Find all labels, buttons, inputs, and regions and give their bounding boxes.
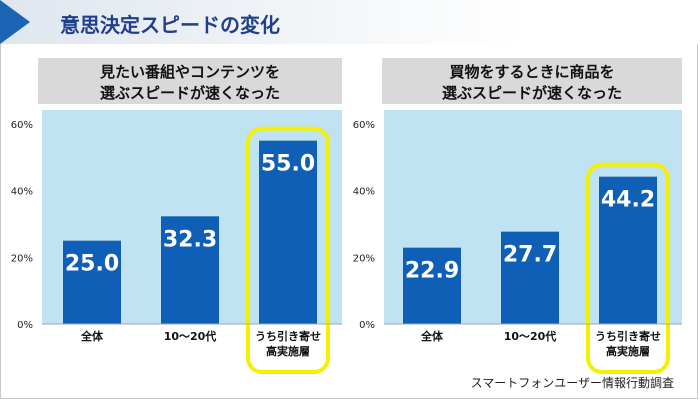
chart-2-ytick-label: 20%: [353, 253, 375, 264]
chart-2-category-label: 高実施層: [606, 344, 650, 358]
chart-2-category-label: うち引き寄せ: [595, 329, 661, 343]
chart-1-ytick-label: 0%: [17, 320, 33, 331]
chart-2-bar: [501, 231, 559, 324]
source-note: スマートフォンユーザー情報行動調査: [470, 376, 674, 390]
chart-2-bar: [599, 176, 657, 324]
chart-1-category-label: 高実施層: [266, 344, 310, 358]
chart-2-title-line: 買物をするときに商品を: [449, 63, 614, 81]
chart-1-bar: [161, 216, 219, 324]
title-band: 意思決定スピードの変化: [0, 0, 698, 44]
chart-1-ytick-label: 20%: [11, 253, 33, 264]
chart-2-subtitle-box: [382, 58, 682, 104]
chart-2-ytick-label: 0%: [359, 320, 375, 331]
chart-1-value-label: 25.0: [65, 252, 119, 277]
chart-2-value-label: 27.7: [503, 243, 557, 268]
chart-1-bar: [259, 140, 317, 324]
slide-title: 意思決定スピードの変化: [60, 13, 280, 37]
chart-1-subtitle-box: [38, 58, 342, 104]
chart-2-ytick-label: 40%: [353, 187, 375, 198]
chart-1-bar: [63, 240, 121, 324]
chart-1-category-label: 10～20代: [164, 329, 217, 343]
chart-1-ytick-label: 60%: [11, 120, 33, 131]
chart-1-title-line: 見たい番組やコンテンツを: [99, 63, 280, 81]
chart-1-category-label: うち引き寄せ: [255, 329, 321, 343]
chart-1-category-label: 全体: [80, 329, 104, 343]
chart-1-ytick-label: 40%: [11, 187, 33, 198]
chart-2-highlight-frame: [586, 162, 670, 374]
chart-2-value-label: 22.9: [405, 259, 459, 284]
chart-1-value-label: 32.3: [163, 227, 217, 252]
chart-2-title-line: 選ぶスピードが速くなった: [442, 84, 622, 102]
chart-2-category-label: 全体: [420, 329, 444, 343]
chart-1-highlight-frame: [246, 126, 330, 374]
chart-1-value-label: 55.0: [261, 152, 315, 177]
chart-1-title-line: 選ぶスピードが速くなった: [100, 84, 280, 102]
chart-2-ytick-label: 60%: [353, 120, 375, 131]
chart-2-bar: [403, 247, 461, 324]
title-triangle-icon: [0, 0, 30, 44]
chart-2-value-label: 44.2: [601, 188, 655, 213]
chart-2-category-label: 10～20代: [504, 329, 557, 343]
